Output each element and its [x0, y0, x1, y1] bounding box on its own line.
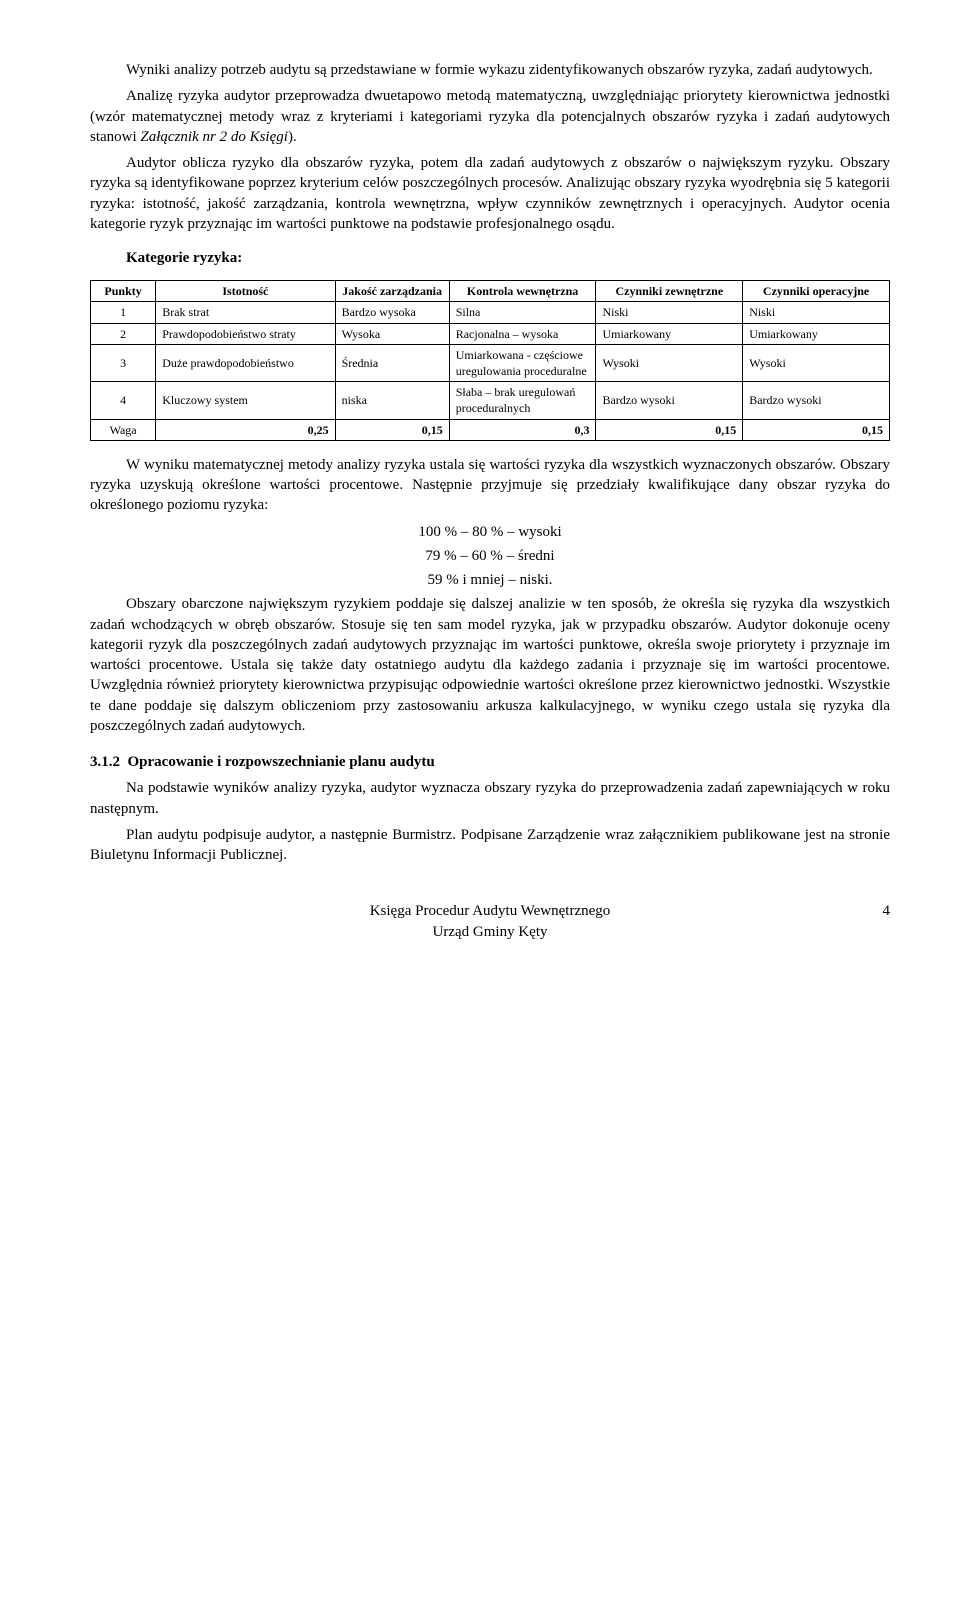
th-operacyjne: Czynniki operacyjne [743, 281, 890, 302]
waga-cell: 0,15 [743, 419, 890, 440]
th-kontrola: Kontrola wewnętrzna [449, 281, 596, 302]
waga-label: Waga [91, 419, 156, 440]
th-jakosc: Jakość zarządzania [335, 281, 449, 302]
paragraph-5: Obszary obarczone największym ryzykiem p… [90, 594, 890, 736]
waga-cell: 0,25 [156, 419, 335, 440]
cell: Niski [743, 302, 890, 323]
cell: Silna [449, 302, 596, 323]
risk-categories-table: Punkty Istotność Jakość zarządzania Kont… [90, 280, 890, 441]
table-row: 2 Prawdopodobieństwo straty Wysoka Racjo… [91, 323, 890, 344]
waga-cell: 0,15 [596, 419, 743, 440]
cell: 2 [91, 323, 156, 344]
cell: Wysoki [743, 344, 890, 381]
cell: 4 [91, 382, 156, 419]
footer-line-2: Urząd Gminy Kęty [90, 922, 890, 942]
cell: Wysoka [335, 323, 449, 344]
paragraph-2b: ). [288, 129, 297, 145]
paragraph-2: Analizę ryzyka audytor przeprowadza dwue… [90, 86, 890, 147]
th-zewnetrzne: Czynniki zewnętrzne [596, 281, 743, 302]
cell: Umiarkowany [743, 323, 890, 344]
cell: Średnia [335, 344, 449, 381]
footer-line-1: Księga Procedur Audytu Wewnętrznego [90, 901, 890, 921]
cell: Bardzo wysoki [743, 382, 890, 419]
cell: Kluczowy system [156, 382, 335, 419]
paragraph-4: W wyniku matematycznej metody analizy ry… [90, 455, 890, 516]
cell: Bardzo wysoka [335, 302, 449, 323]
cell: Umiarkowana - częściowe uregulowania pro… [449, 344, 596, 381]
table-row: 4 Kluczowy system niska Słaba – brak ure… [91, 382, 890, 419]
risk-level-low: 59 % i mniej – niski. [90, 570, 890, 590]
cell: Niski [596, 302, 743, 323]
cell: Brak strat [156, 302, 335, 323]
risk-categories-title: Kategorie ryzyka: [126, 248, 890, 268]
cell: Prawdopodobieństwo straty [156, 323, 335, 344]
table-header-row: Punkty Istotność Jakość zarządzania Kont… [91, 281, 890, 302]
table-row: 1 Brak strat Bardzo wysoka Silna Niski N… [91, 302, 890, 323]
cell: niska [335, 382, 449, 419]
paragraph-7: Plan audytu podpisuje audytor, a następn… [90, 825, 890, 866]
risk-level-high: 100 % – 80 % – wysoki [90, 522, 890, 542]
cell: Wysoki [596, 344, 743, 381]
waga-cell: 0,15 [335, 419, 449, 440]
table-row: 3 Duże prawdopodobieństwo Średnia Umiark… [91, 344, 890, 381]
page-number: 4 [883, 901, 891, 921]
paragraph-3: Audytor oblicza ryzyko dla obszarów ryzy… [90, 153, 890, 234]
cell: 3 [91, 344, 156, 381]
waga-cell: 0,3 [449, 419, 596, 440]
paragraph-1: Wyniki analizy potrzeb audytu są przedst… [90, 60, 890, 80]
cell: Słaba – brak uregulowań proceduralnych [449, 382, 596, 419]
cell: Bardzo wysoki [596, 382, 743, 419]
cell: Umiarkowany [596, 323, 743, 344]
section-title: Opracowanie i rozpowszechnianie planu au… [128, 754, 435, 770]
cell: Racjonalna – wysoka [449, 323, 596, 344]
th-istotnosc: Istotność [156, 281, 335, 302]
th-punkty: Punkty [91, 281, 156, 302]
risk-level-medium: 79 % – 60 % – średni [90, 546, 890, 566]
cell: 1 [91, 302, 156, 323]
cell: Duże prawdopodobieństwo [156, 344, 335, 381]
section-heading: 3.1.2 Opracowanie i rozpowszechnianie pl… [90, 752, 890, 772]
attachment-ref: Załącznik nr 2 do Księgi [140, 129, 288, 145]
page-footer: Księga Procedur Audytu Wewnętrznego Urzą… [90, 901, 890, 942]
section-number: 3.1.2 [90, 754, 120, 770]
paragraph-6: Na podstawie wyników analizy ryzyka, aud… [90, 778, 890, 819]
table-waga-row: Waga 0,25 0,15 0,3 0,15 0,15 [91, 419, 890, 440]
